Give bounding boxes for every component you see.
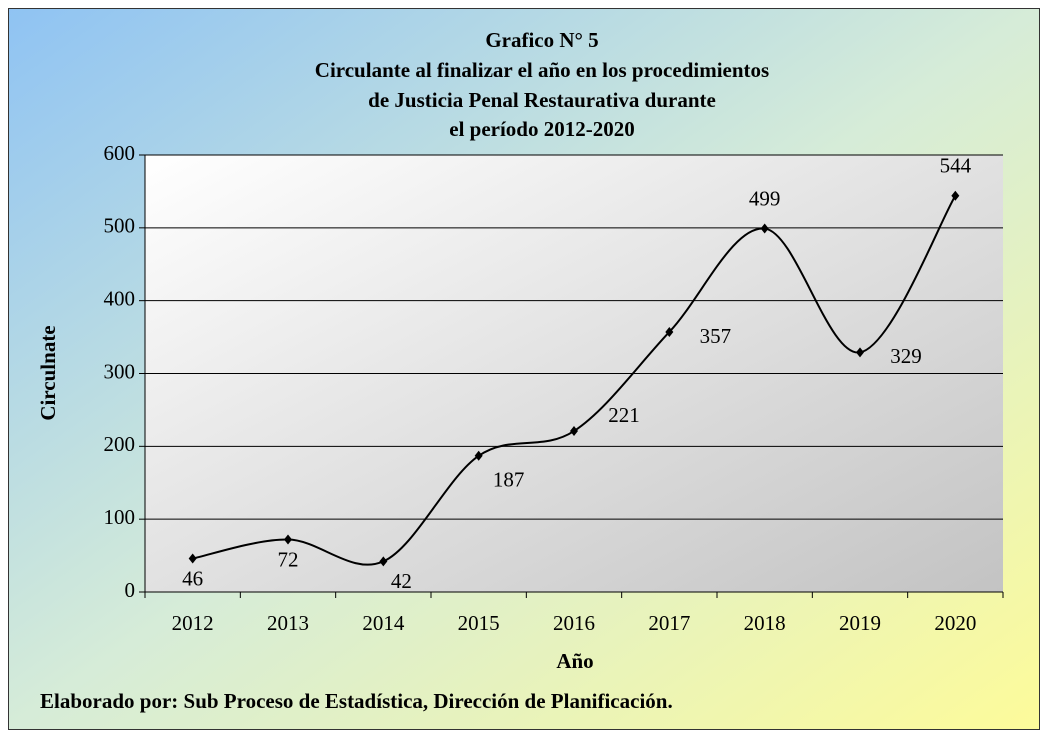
data-label: 46 [182, 566, 203, 590]
x-tick-label: 2019 [839, 611, 881, 635]
data-label: 329 [890, 344, 922, 368]
chart-subtitle: de Justicia Penal Restaurativa durante [368, 88, 716, 112]
chart-subtitle: Circulante al finalizar el año en los pr… [315, 58, 769, 82]
data-label: 72 [278, 547, 299, 571]
chart-subtitle: el período 2012-2020 [449, 117, 634, 141]
point [474, 450, 483, 461]
data-label: 42 [391, 569, 412, 593]
x-tick-label: 2013 [267, 611, 309, 635]
x-tick-label: 2015 [458, 611, 500, 635]
y-tick-label: 0 [125, 578, 136, 602]
y-tick-label: 300 [104, 359, 136, 383]
x-tick-label: 2014 [362, 611, 405, 635]
y-tick-label: 200 [104, 432, 136, 456]
chart-title: Grafico N° 5 [485, 28, 598, 52]
y-tick-label: 600 [104, 141, 136, 165]
data-label: 187 [493, 468, 525, 492]
source: Elaborado por: Sub Proceso de Estadístic… [40, 689, 673, 713]
data-label: 357 [700, 324, 732, 348]
point [665, 326, 674, 337]
x-tick-label: 2016 [553, 611, 595, 635]
x-tick-label: 2020 [934, 611, 976, 635]
x-tick-label: 2012 [172, 611, 214, 635]
data-label: 221 [608, 403, 640, 427]
y-axis-label: Circulnate [36, 325, 60, 420]
point [570, 426, 578, 437]
data-label: 499 [749, 186, 781, 210]
x-axis-label: Año [556, 649, 593, 673]
point [284, 534, 292, 545]
y-tick-label: 500 [104, 214, 136, 238]
point [856, 347, 864, 358]
point [951, 190, 960, 201]
y-tick-label: 400 [104, 286, 136, 310]
line [192, 195, 957, 566]
point [760, 223, 769, 234]
y-tick-label: 100 [104, 505, 136, 529]
point [379, 556, 388, 567]
point [188, 553, 197, 564]
data-label: 544 [940, 154, 972, 178]
x-tick-label: 2017 [648, 611, 690, 635]
x-tick-label: 2018 [744, 611, 786, 635]
